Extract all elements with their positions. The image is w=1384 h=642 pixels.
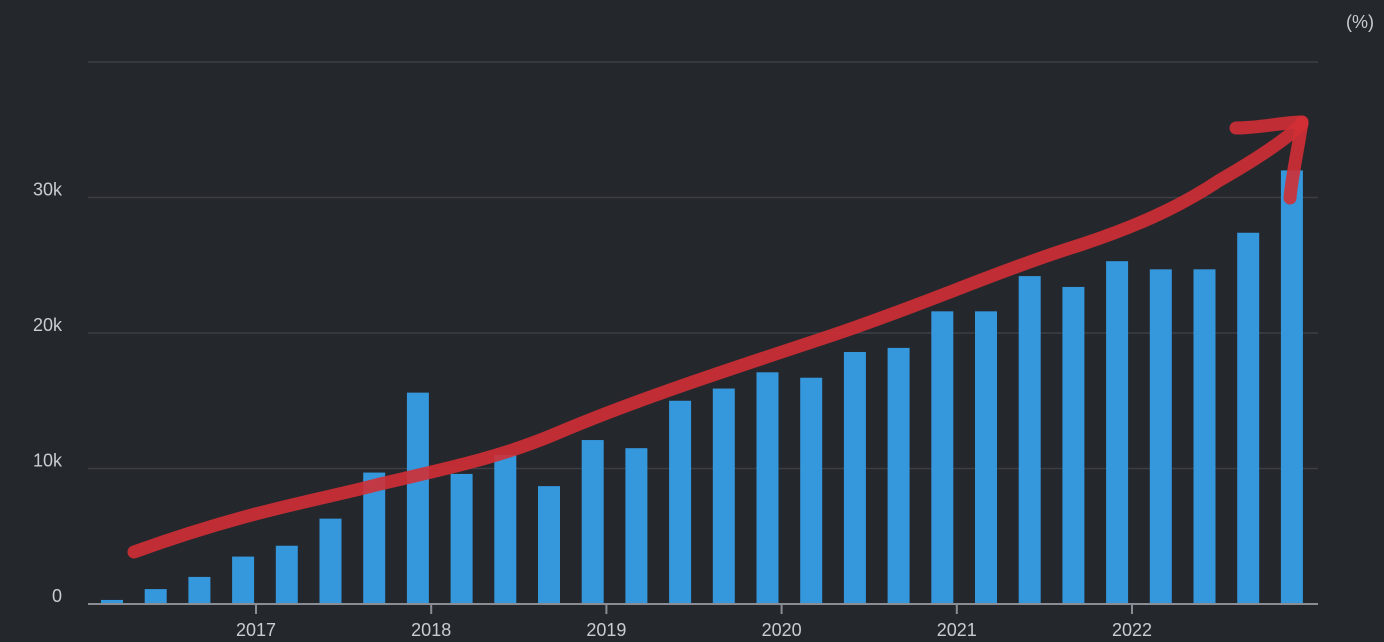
bar: [581, 440, 604, 604]
bar: [275, 545, 298, 604]
bar: [800, 377, 823, 604]
x-tick-label: 2022: [1112, 620, 1152, 640]
bar: [756, 372, 779, 604]
bar: [406, 392, 429, 604]
bar: [363, 472, 386, 604]
bar: [101, 599, 123, 604]
bar: [625, 448, 648, 604]
x-tick-label: 2021: [937, 620, 977, 640]
bar: [1106, 261, 1129, 604]
bar: [1062, 286, 1085, 604]
x-tick-label: 2020: [762, 620, 802, 640]
bar: [712, 388, 735, 604]
trend-arrow-line: [127, 117, 1309, 559]
bar: [1018, 276, 1041, 604]
bar: [975, 311, 997, 604]
trend-arrow-head-top: [1229, 115, 1309, 135]
bar: [319, 518, 342, 604]
bar: [538, 486, 560, 604]
axes: 0 10k 20k 30k 2017 2018 2019 2020 2021 2022: [33, 180, 1318, 640]
trend-arrow-head-down: [1283, 115, 1309, 205]
bar: [1237, 232, 1260, 605]
bars: [101, 170, 1303, 605]
x-tick-label: 2018: [411, 620, 451, 640]
bar: [1193, 269, 1216, 604]
y-tick-label: 30k: [33, 180, 63, 200]
grid-lines: [88, 61, 1318, 470]
bar: [494, 454, 517, 604]
bar: [887, 347, 910, 604]
unit-label: (%): [1346, 12, 1374, 32]
y-tick-label: 0: [52, 586, 62, 606]
bar: [232, 556, 255, 604]
x-tick-label: 2019: [586, 620, 626, 640]
bar: [931, 311, 954, 604]
bar: [669, 400, 692, 604]
y-tick-label: 10k: [33, 451, 63, 471]
x-tick-label: 2017: [236, 620, 276, 640]
y-tick-label: 20k: [33, 315, 63, 335]
bar: [843, 351, 866, 604]
bar: [1149, 269, 1172, 604]
bar: [1280, 170, 1303, 604]
trend-arrow-annotation: [127, 115, 1309, 559]
bar: [144, 589, 167, 604]
bar: [188, 576, 211, 604]
bar: [450, 473, 473, 604]
